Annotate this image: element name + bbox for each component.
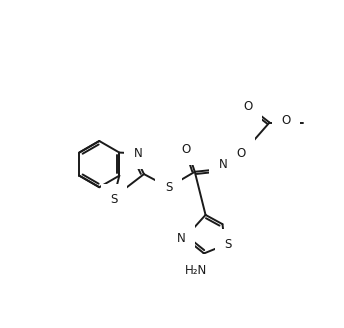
Text: N: N bbox=[219, 158, 228, 171]
Text: O: O bbox=[281, 114, 290, 127]
Text: N: N bbox=[176, 232, 185, 244]
Text: O: O bbox=[181, 143, 190, 156]
Text: S: S bbox=[165, 181, 172, 194]
Text: S: S bbox=[224, 238, 232, 252]
Text: O: O bbox=[236, 147, 246, 160]
Text: N: N bbox=[133, 147, 142, 160]
Text: H₂N: H₂N bbox=[184, 264, 207, 277]
Text: S: S bbox=[110, 193, 118, 206]
Text: O: O bbox=[243, 100, 252, 113]
